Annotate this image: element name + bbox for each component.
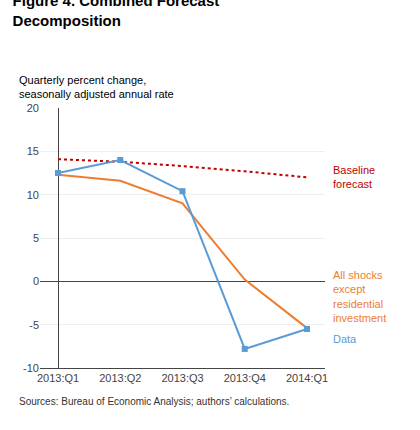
svg-text:2013:Q2: 2013:Q2 [99, 372, 141, 384]
svg-text:5: 5 [33, 232, 39, 244]
svg-text:Baselineforecast: Baselineforecast [333, 164, 375, 190]
svg-text:Data: Data [333, 333, 357, 345]
svg-text:10: 10 [27, 189, 39, 201]
svg-text:20: 20 [27, 102, 39, 114]
svg-text:2013:Q1: 2013:Q1 [37, 372, 79, 384]
svg-text:2013:Q3: 2013:Q3 [161, 372, 203, 384]
svg-text:15: 15 [27, 145, 39, 157]
svg-text:All shocksexceptresidentialinv: All shocksexceptresidentialinvestment [333, 269, 386, 324]
svg-text:-10: -10 [23, 362, 39, 374]
svg-text:Sources: Bureau of Economic An: Sources: Bureau of Economic Analysis; au… [19, 396, 289, 407]
svg-text:2013:Q4: 2013:Q4 [224, 372, 266, 384]
svg-text:2014:Q1: 2014:Q1 [286, 372, 328, 384]
svg-text:0: 0 [33, 275, 39, 287]
svg-text:Figure 4. Combined ForecastDec: Figure 4. Combined ForecastDecomposition [13, 0, 220, 29]
svg-text:-5: -5 [29, 319, 39, 331]
svg-text:Quarterly percent change,seaso: Quarterly percent change,seasonally adju… [19, 74, 174, 100]
